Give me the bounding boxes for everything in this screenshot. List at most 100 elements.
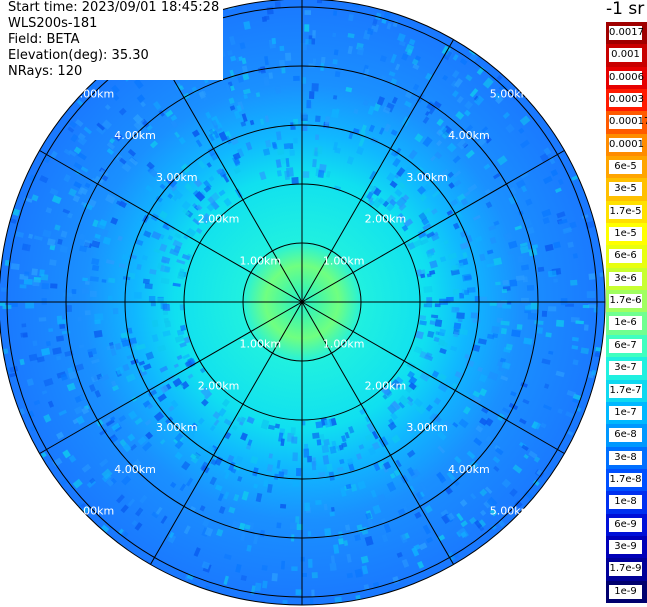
radar-gate — [387, 421, 397, 431]
radar-gate — [41, 452, 47, 458]
radar-gate — [208, 133, 215, 142]
radar-gate — [541, 208, 552, 218]
radar-gate — [179, 341, 187, 348]
radar-gate — [42, 229, 52, 238]
radar-gate — [263, 76, 270, 87]
range-ring-label: 4.00km — [448, 463, 490, 476]
radar-gate — [233, 110, 241, 120]
radar-gate — [390, 379, 402, 390]
radar-gate — [488, 224, 497, 231]
radar-gate — [242, 88, 251, 95]
radar-gate — [431, 233, 440, 242]
colorbar-cell: 1e-7 — [606, 401, 647, 425]
radar-gate — [262, 148, 271, 156]
radar-gate — [477, 338, 487, 345]
radar-gate — [487, 333, 495, 340]
radar-gate — [408, 38, 416, 46]
radar-gate — [479, 253, 486, 262]
radar-gate — [395, 196, 407, 208]
radar-gate — [164, 320, 172, 328]
radar-gate — [142, 278, 150, 285]
radar-gate — [301, 114, 308, 122]
radar-gate — [206, 446, 214, 454]
radar-gate — [260, 419, 270, 430]
radar-gate — [471, 396, 482, 406]
radar-gate — [542, 217, 550, 225]
radar-gate — [389, 180, 398, 189]
radar-gate — [536, 327, 544, 334]
range-ring-label: 1.00km — [240, 338, 282, 351]
radar-gate — [169, 248, 180, 257]
radar-gate — [36, 356, 45, 363]
radar-gate — [545, 332, 552, 338]
radar-gate — [88, 384, 96, 393]
radar-gate — [175, 384, 184, 392]
radar-gate — [2, 219, 9, 226]
radar-gate — [174, 131, 181, 139]
radar-gate — [199, 505, 206, 512]
radar-gate — [519, 115, 531, 126]
radar-gate — [455, 212, 464, 222]
radar-gate — [50, 283, 58, 289]
radar-gate — [304, 24, 310, 32]
colorbar-cell: 1.7e-5 — [606, 200, 647, 224]
radar-gate — [569, 221, 577, 229]
radar-gate — [83, 202, 94, 211]
radar-gate — [247, 439, 253, 446]
radar-gate — [44, 155, 51, 164]
radar-gate — [89, 477, 96, 484]
colorbar-cell: 3e-8 — [606, 446, 647, 469]
radar-gate — [293, 75, 300, 81]
instrument-text: WLS200s-181 — [4, 16, 100, 32]
radar-gate — [58, 409, 67, 417]
radar-gate — [376, 96, 385, 106]
radar-gate — [505, 343, 513, 351]
radar-gate — [451, 306, 460, 313]
radar-gate — [540, 422, 547, 429]
range-ring-label: 5.00km — [490, 505, 532, 518]
radar-gate — [143, 363, 152, 371]
radar-gate — [520, 264, 530, 271]
radar-gate — [389, 591, 397, 598]
radar-gate — [437, 424, 444, 430]
radar-gate — [433, 330, 439, 335]
colorbar-cell: 1.7e-7 — [606, 379, 647, 402]
radar-gate — [72, 194, 81, 203]
radar-gate — [81, 463, 92, 473]
radar-gate — [102, 417, 112, 425]
radar-gate — [509, 279, 518, 287]
radar-gate — [537, 266, 545, 272]
radar-gate — [387, 404, 398, 415]
radar-gate — [467, 183, 478, 193]
radar-gate — [300, 112, 307, 119]
radar-gate — [160, 384, 169, 394]
radar-gate — [361, 124, 367, 133]
radar-gate — [389, 472, 396, 479]
radar-gate — [216, 168, 223, 175]
radar-gate — [237, 75, 245, 83]
range-ring-label: 5.00km — [73, 87, 115, 100]
radar-gate — [523, 337, 533, 345]
radar-gate — [41, 390, 48, 395]
radar-gate — [485, 435, 492, 443]
radar-gate — [207, 147, 216, 157]
radar-gate — [543, 383, 550, 389]
radar-gate — [190, 453, 197, 460]
radar-gate — [121, 162, 132, 173]
radar-gate — [427, 302, 432, 307]
radar-gate — [453, 170, 462, 178]
radar-gate — [436, 140, 443, 147]
radar-gate — [107, 295, 113, 301]
radar-gate — [307, 455, 313, 463]
colorbar: 0.0017 0.001 0.0006 0.0003 0.00017 0.0001 6e-5… — [606, 22, 647, 603]
radar-gate — [364, 433, 374, 442]
radar-gate — [597, 370, 603, 376]
radar-gate — [117, 235, 123, 242]
radar-gate — [302, 171, 310, 178]
radar-gate — [428, 105, 437, 115]
radar-gate — [175, 191, 184, 200]
radar-gate — [583, 324, 589, 331]
radar-gate — [148, 389, 158, 398]
radar-gate — [567, 430, 574, 436]
radar-gate — [356, 46, 365, 56]
